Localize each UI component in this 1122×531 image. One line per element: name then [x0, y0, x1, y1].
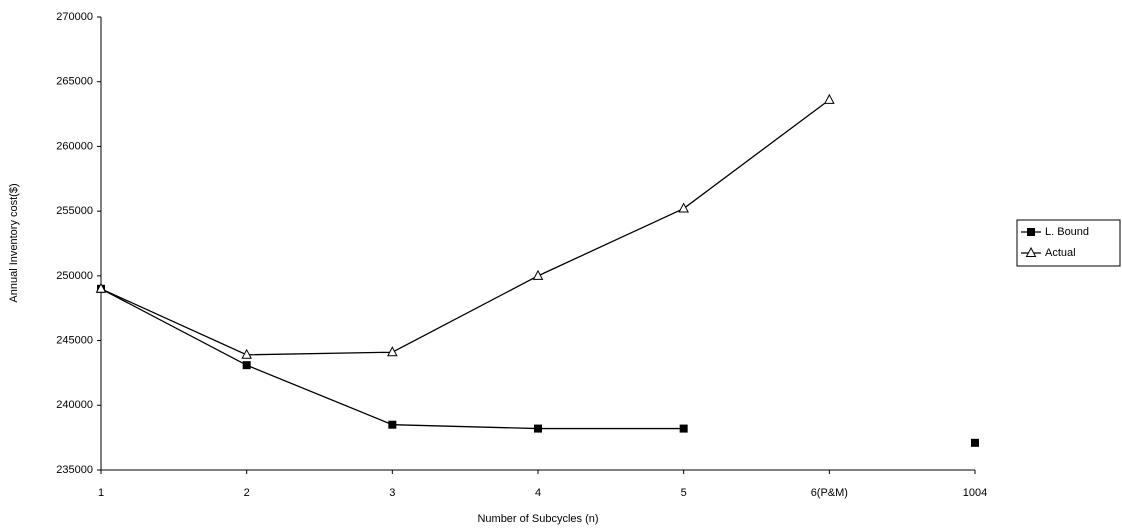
point: [388, 347, 397, 356]
x-tick-label: 4: [535, 487, 541, 499]
point: [388, 421, 396, 429]
point: [243, 361, 251, 369]
x-tick-label: 6(P&M): [811, 487, 848, 499]
legend-label: Actual: [1045, 247, 1076, 259]
y-tick-label: 235000: [56, 464, 93, 476]
point: [825, 95, 834, 103]
legend-label: L. Bound: [1045, 226, 1089, 238]
legend-marker: [1027, 228, 1035, 236]
point: [534, 425, 542, 433]
y-tick-label: 265000: [56, 76, 93, 88]
chart: Number of Subcycles (n) Annual Inventory…: [0, 0, 1122, 531]
point: [680, 425, 688, 433]
page: Number of Subcycles (n) Annual Inventory…: [0, 0, 1122, 531]
y-tick-label: 255000: [56, 205, 93, 217]
y-tick-label: 270000: [56, 11, 93, 23]
x-axis-title: Number of Subcycles (n): [477, 513, 598, 525]
x-tick-label: 1: [98, 487, 104, 499]
y-tick-label: 240000: [56, 399, 93, 411]
x-tick-label: 5: [681, 487, 687, 499]
y-tick-label: 250000: [56, 270, 93, 282]
y-tick-label: 260000: [56, 140, 93, 152]
x-tick-label: 1004: [963, 487, 987, 499]
series-line: [101, 100, 829, 355]
x-tick-label: 3: [389, 487, 395, 499]
y-axis-title: Annual Inventory cost($): [8, 183, 20, 302]
point: [971, 439, 979, 447]
y-tick-label: 245000: [56, 334, 93, 346]
x-tick-label: 2: [244, 487, 250, 499]
series-line: [101, 289, 975, 443]
point: [679, 204, 688, 213]
